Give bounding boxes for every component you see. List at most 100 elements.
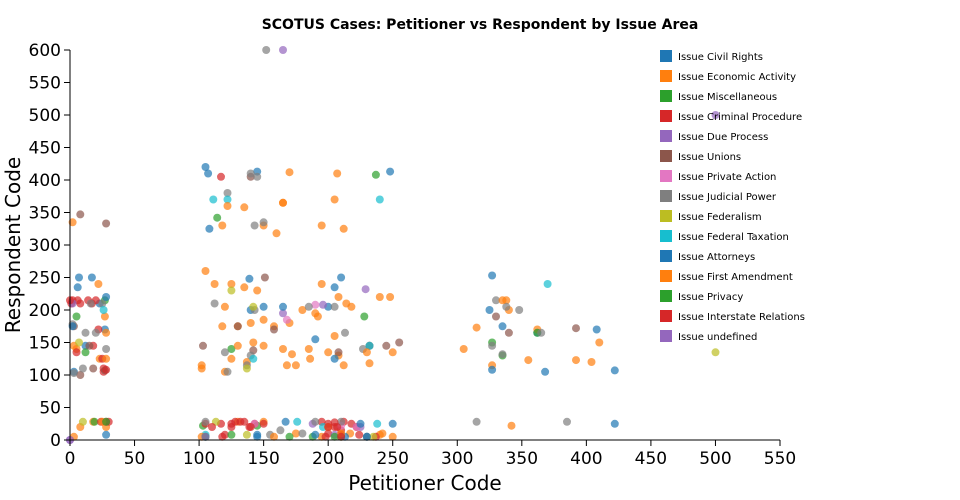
y-tick-label: 300 [29, 236, 61, 256]
legend-swatch [660, 150, 672, 162]
legend-swatch [660, 250, 672, 262]
data-point [361, 285, 370, 294]
x-tick-label: 400 [570, 449, 602, 469]
data-point [504, 328, 513, 337]
data-point [218, 221, 227, 230]
data-point [610, 366, 619, 375]
data-point [218, 432, 227, 441]
legend-label: Issue Civil Rights [678, 52, 763, 63]
data-point [330, 283, 339, 292]
data-point [293, 417, 302, 426]
data-point [282, 315, 291, 324]
data-point [382, 341, 391, 350]
legend-label: Issue Interstate Relations [678, 312, 805, 323]
x-tick-label: 350 [506, 449, 538, 469]
data-point [102, 417, 111, 426]
x-tick-label: 550 [764, 449, 796, 469]
y-tick-label: 500 [29, 106, 61, 126]
data-point [201, 432, 210, 441]
data-point [339, 224, 348, 233]
legend-label: Issue Economic Activity [678, 72, 796, 83]
data-point [98, 299, 107, 308]
data-point [270, 325, 278, 334]
legend-label: Issue Judicial Power [678, 192, 777, 203]
data-point [209, 195, 218, 204]
data-point [472, 323, 481, 332]
legend-label: Issue Attorneys [678, 252, 755, 263]
y-tick-label: 100 [29, 366, 61, 386]
data-point [330, 302, 339, 311]
data-point [94, 280, 103, 288]
data-point [76, 371, 85, 379]
data-point [246, 169, 255, 178]
data-point [502, 302, 511, 311]
data-point [227, 345, 236, 353]
data-point [356, 419, 365, 428]
legend-swatch [660, 230, 672, 242]
legend-swatch [660, 170, 672, 182]
data-point [339, 361, 348, 370]
data-point [242, 430, 251, 439]
data-point [543, 280, 552, 288]
data-point [270, 432, 278, 441]
data-point [341, 328, 349, 337]
data-point [507, 421, 516, 430]
y-tick-label: 550 [29, 74, 61, 94]
data-point [572, 356, 580, 365]
data-point [498, 350, 507, 359]
legend-swatch [660, 270, 672, 282]
legend-swatch [660, 190, 672, 202]
legend-swatch [660, 130, 672, 142]
data-point [330, 432, 339, 441]
data-point [78, 417, 87, 426]
data-point [227, 280, 236, 288]
data-point [205, 224, 214, 233]
legend: Issue Civil Rights Issue Economic Activit… [660, 50, 805, 343]
data-point [330, 354, 339, 363]
data-point [100, 312, 109, 321]
data-point [69, 369, 78, 378]
data-point [375, 293, 384, 301]
data-point [291, 429, 300, 438]
data-point [218, 322, 227, 331]
legend-label: Issue Privacy [678, 292, 743, 303]
data-point [223, 202, 232, 210]
data-point [102, 365, 111, 374]
data-point [90, 417, 99, 426]
data-point [371, 170, 380, 179]
legend-swatch [660, 310, 672, 322]
legend-label: Issue First Amendment [678, 272, 793, 283]
data-point [298, 306, 307, 314]
data-point [99, 306, 108, 314]
data-point [362, 348, 371, 357]
data-point [319, 300, 327, 309]
data-point [72, 312, 81, 321]
data-point [259, 341, 268, 350]
data-point [386, 293, 395, 301]
data-point [472, 417, 481, 426]
data-point [311, 417, 320, 426]
legend-swatch [660, 210, 672, 222]
data-point [242, 364, 251, 373]
data-point [78, 364, 87, 373]
data-point [334, 293, 343, 301]
data-point [240, 283, 249, 292]
data-point [330, 332, 339, 340]
data-point [223, 367, 232, 376]
data-point [311, 300, 320, 309]
data-point [276, 426, 285, 435]
x-axis-title: Petitioner Code [348, 471, 501, 495]
x-tick-label: 100 [183, 449, 215, 469]
legend-label: Issue Miscellaneous [678, 92, 777, 103]
data-point [537, 328, 546, 337]
legend-label: Issue Federalism [678, 212, 762, 223]
data-point [317, 280, 326, 288]
data-point [498, 322, 507, 331]
axes: 0 50 100 150 200 250 300 350 400 450 500 550 0 50 100 1… [29, 41, 797, 469]
data-point [223, 195, 232, 204]
data-point [253, 286, 262, 295]
y-axis-title: Respondent Code [1, 157, 25, 333]
data-point [68, 218, 77, 227]
data-point [285, 168, 294, 177]
data-point [86, 299, 95, 308]
